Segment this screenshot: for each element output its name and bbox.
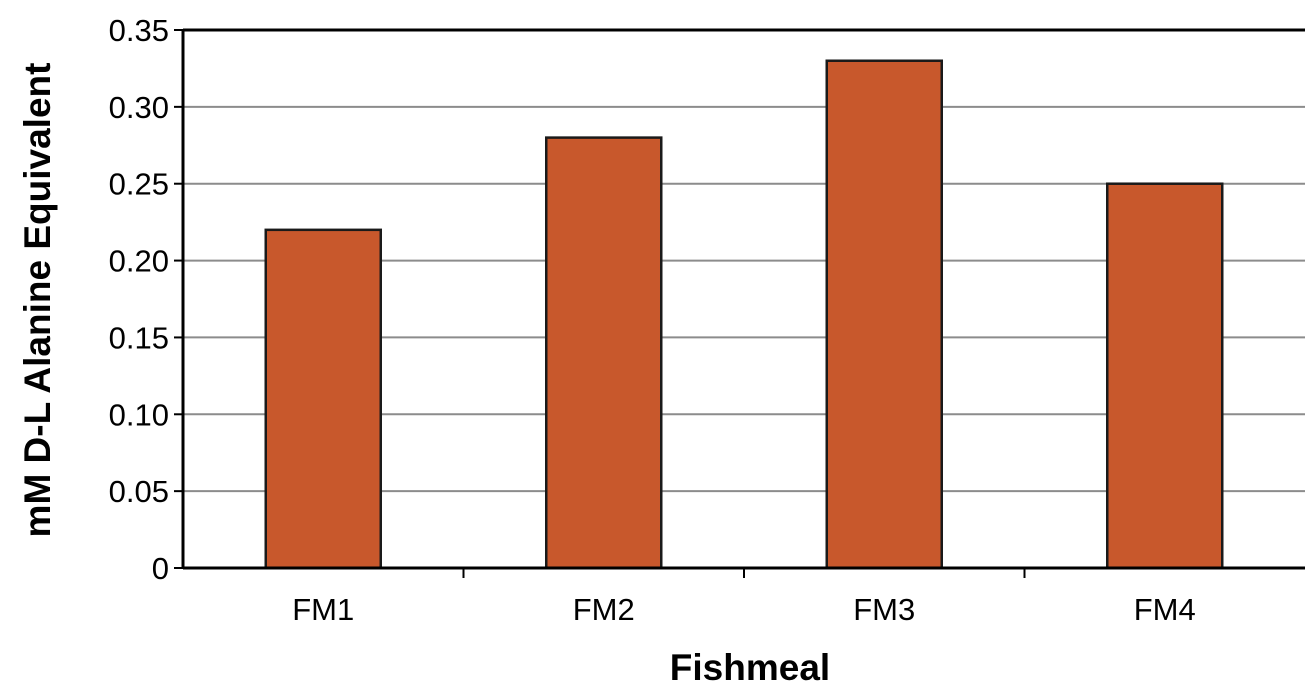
bar-fm4 [1106, 182, 1224, 570]
y-tick-label: 0.05 [109, 474, 169, 509]
bar-fm3 [825, 59, 943, 570]
bar-fm2 [545, 136, 663, 570]
y-tick-label: 0.35 [109, 13, 169, 48]
x-tick-label: FM2 [573, 592, 635, 627]
y-tick-label: 0.10 [109, 397, 169, 432]
y-tick-label: 0.25 [109, 167, 169, 202]
bar-fm1 [264, 228, 382, 570]
x-axis-title: Fishmeal [670, 647, 830, 685]
x-tick-label: FM4 [1134, 592, 1196, 627]
x-tick-label: FM3 [853, 592, 915, 627]
y-axis-title: mM D-L Alanine Equivalent [17, 63, 58, 538]
y-tick-label: 0.20 [109, 244, 169, 279]
y-tick-label: 0 [152, 551, 169, 586]
tick-labels: 0 0.05 0.10 0.15 0.20 0.25 0.30 0.35 FM1 FM2 FM3 FM… [109, 13, 1196, 627]
y-tick-label: 0.15 [109, 320, 169, 355]
x-tick-label: FM1 [292, 592, 354, 627]
axes [174, 29, 1305, 578]
bars [264, 59, 1224, 570]
y-tick-label: 0.30 [109, 90, 169, 125]
